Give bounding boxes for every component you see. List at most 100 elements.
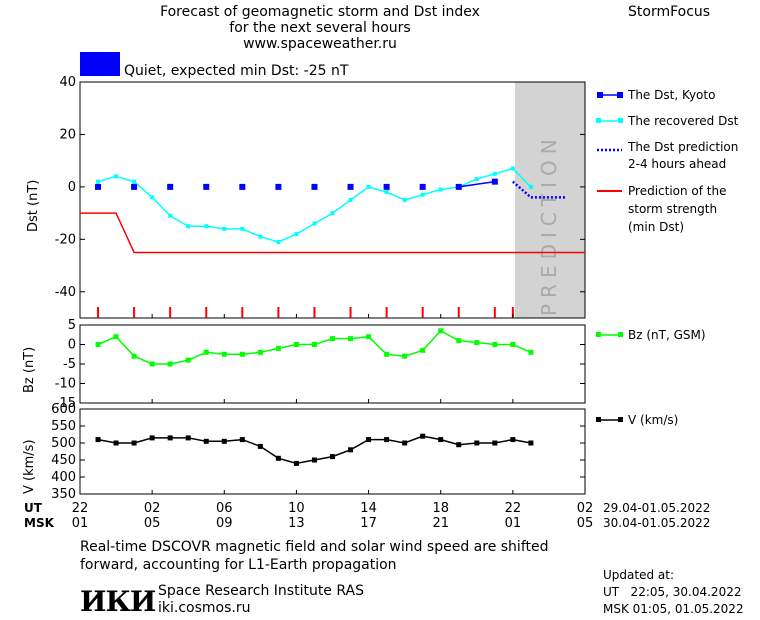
- v-point: [384, 437, 390, 443]
- y-tick-label: 400: [51, 470, 76, 485]
- msk-tick-label: 05: [577, 516, 594, 531]
- kyoto-dst-point: [491, 178, 498, 185]
- v-point: [456, 442, 462, 448]
- recovered-dst-line: [97, 167, 532, 243]
- y-tick-label: 500: [51, 436, 76, 451]
- footer-note-2: forward, accounting for L1-Earth propaga…: [80, 557, 397, 573]
- legend-dst-recovered: The recovered Dst: [596, 114, 739, 128]
- dst-axis: 40 20 0 -20 -40: [55, 75, 585, 300]
- recovered-dst-point: [186, 224, 191, 229]
- iki-logo: ИКИ: [80, 585, 156, 618]
- recovered-dst-point: [96, 179, 101, 184]
- updated-msk: MSK 01:05, 01.05.2022: [603, 602, 744, 616]
- bz-point: [221, 351, 227, 357]
- kyoto-dst-point: [131, 183, 138, 190]
- ut-tick-label: 18: [432, 501, 449, 516]
- legend-dst-recovered-label: The recovered Dst: [627, 114, 739, 128]
- v-point: [311, 457, 317, 463]
- v-point: [293, 460, 299, 466]
- bz-point: [203, 349, 209, 355]
- kyoto-dst-point: [419, 183, 426, 190]
- v-point: [402, 440, 408, 446]
- y-tick-label: 450: [51, 453, 76, 468]
- legend-dst-kyoto: The Dst, Kyoto: [597, 88, 715, 102]
- msk-tick-label: 17: [360, 516, 377, 531]
- v-point: [348, 447, 354, 453]
- v-point: [95, 437, 101, 443]
- recovered-dst-point: [420, 192, 425, 197]
- kyoto-dst-point: [95, 183, 102, 190]
- v-point: [366, 437, 372, 443]
- recovered-dst-point: [258, 234, 263, 239]
- bz-point: [420, 347, 426, 353]
- v-point: [113, 440, 119, 446]
- v-point: [528, 440, 534, 446]
- recovered-dst-point: [402, 198, 407, 202]
- legend-bz: Bz (nT, GSM): [596, 328, 706, 342]
- y-tick-label: 0: [68, 180, 76, 195]
- y-tick-label: -20: [55, 232, 76, 247]
- bz-point: [131, 353, 137, 359]
- v-point: [257, 443, 263, 449]
- ut-tick-label: 02: [577, 501, 594, 516]
- recovered-dst-point: [438, 187, 443, 192]
- recovered-dst-point: [168, 213, 173, 218]
- msk-tick-label: 21: [432, 516, 449, 531]
- ut-tick-label: 22: [505, 501, 522, 516]
- legend-dst-kyoto-label: The Dst, Kyoto: [627, 88, 715, 102]
- y-tick-label: 350: [51, 487, 76, 502]
- y-tick-label: -15: [55, 396, 76, 411]
- msk-range: 30.04-01.05.2022: [603, 516, 710, 530]
- ut-tick-label: 06: [216, 501, 233, 516]
- bz-point: [384, 351, 390, 357]
- msk-tick-label: 01: [72, 516, 89, 531]
- y-tick-label: -10: [55, 377, 76, 392]
- ut-label: UT: [24, 501, 43, 515]
- brand-label: StormFocus: [628, 4, 711, 20]
- v-point: [474, 440, 480, 446]
- prediction-label: PREDICTION: [537, 133, 561, 316]
- bz-point: [149, 361, 155, 367]
- footer-note-1: Real-time DSCOVR magnetic field and sola…: [80, 539, 549, 555]
- y-tick-label: 550: [51, 419, 76, 434]
- bz-point: [275, 345, 281, 351]
- bz-point: [474, 340, 480, 346]
- bz-point: [185, 357, 191, 363]
- bz-point: [528, 349, 534, 355]
- v-point: [510, 437, 516, 443]
- v-point: [239, 437, 245, 443]
- recovered-dst-point: [330, 211, 335, 216]
- recovered-dst-point: [348, 198, 353, 202]
- v-axis: 600 550 500 450 400 350: [51, 402, 585, 502]
- bz-point: [348, 336, 354, 342]
- bz-axis: 5 0 -5 -10 -15: [55, 318, 585, 411]
- legend-v: V (km/s): [596, 413, 678, 427]
- recovered-dst-point: [312, 221, 317, 226]
- recovered-dst-point: [132, 179, 137, 184]
- recovered-dst-point: [384, 190, 389, 195]
- v-point: [167, 435, 173, 441]
- ut-tick-label: 14: [360, 501, 377, 516]
- v-point: [185, 435, 191, 441]
- legend-dst-prediction-label-1: The Dst prediction: [627, 140, 738, 154]
- y-tick-label: -5: [63, 357, 76, 372]
- v-point: [221, 438, 227, 444]
- recovered-dst-point: [204, 224, 209, 229]
- bz-point: [113, 334, 119, 340]
- v-panel-frame: [79, 408, 586, 495]
- recovered-dst-point: [492, 171, 497, 176]
- recovered-dst-point: [366, 184, 371, 189]
- legend-v-label: V (km/s): [628, 413, 678, 427]
- v-point: [131, 440, 137, 446]
- kyoto-dst-line: [458, 180, 495, 188]
- msk-label: MSK: [24, 516, 55, 530]
- bz-point: [438, 328, 444, 334]
- bz-point: [311, 342, 317, 347]
- bz-point: [167, 361, 173, 367]
- bz-point: [456, 338, 462, 344]
- updated-label: Updated at:: [603, 568, 674, 582]
- storm-strength-line: [80, 212, 585, 254]
- recovered-dst-point: [510, 166, 515, 171]
- title-line-3: www.spaceweather.ru: [243, 36, 397, 52]
